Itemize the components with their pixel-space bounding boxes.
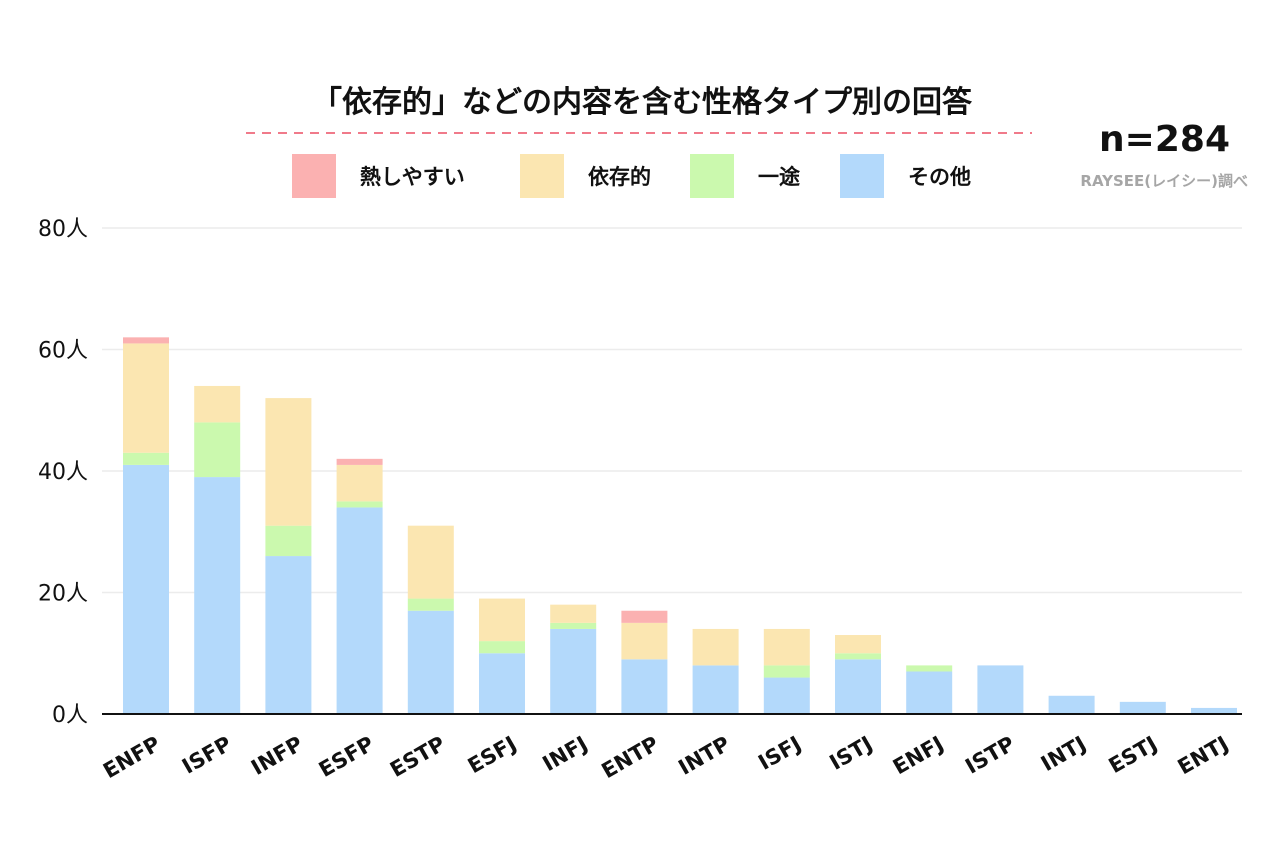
bar-stack-entj bbox=[1191, 707, 1237, 714]
legend-label: 熱しやすい bbox=[360, 165, 465, 189]
bar-stack-estp bbox=[407, 525, 454, 714]
bar-segment-estp-2 bbox=[407, 525, 454, 599]
bar-segment-enfp-1 bbox=[123, 452, 169, 465]
bar-segment-esfp-1 bbox=[336, 501, 383, 508]
bar-segment-infj-1 bbox=[550, 622, 597, 629]
bar-segment-isfj-2 bbox=[763, 628, 810, 666]
bar-stack-isfj bbox=[763, 628, 810, 714]
bar-segment-estj-0 bbox=[1119, 701, 1166, 714]
bar-stack-enfp bbox=[123, 337, 169, 714]
x-tick-label: ESTP bbox=[386, 732, 449, 782]
bar-segment-esfj-1 bbox=[479, 641, 525, 654]
bar-segment-enfp-0 bbox=[123, 464, 169, 714]
bar-segment-infp-2 bbox=[265, 398, 312, 526]
legend-swatch bbox=[292, 154, 336, 198]
bar-segment-infp-1 bbox=[265, 525, 312, 557]
bar-stack-istj bbox=[835, 635, 881, 714]
bars bbox=[123, 337, 1237, 714]
bar-segment-infj-2 bbox=[550, 604, 597, 623]
bar-segment-enfj-1 bbox=[906, 665, 953, 672]
x-tick-label: ENTP bbox=[598, 732, 663, 784]
x-axis: ENFP ISFP INFP ESFP ESTP ESFJ INFJ ENTP INTP ISFJ… bbox=[99, 732, 1232, 784]
bar-segment-isfj-1 bbox=[763, 665, 810, 678]
bar-segment-esfj-0 bbox=[479, 653, 525, 714]
legend-label: 依存的 bbox=[588, 165, 651, 189]
y-tick-label: 0人 bbox=[52, 703, 88, 728]
bar-segment-estp-1 bbox=[407, 598, 454, 611]
bar-stack-estj bbox=[1119, 701, 1166, 714]
bar-segment-esfj-2 bbox=[479, 598, 525, 642]
bar-segment-istp-0 bbox=[977, 665, 1024, 714]
bar-stack-esfp bbox=[336, 458, 383, 714]
y-axis: 0人 20人 40人 60人 80人 bbox=[38, 217, 88, 728]
bar-segment-intj-0 bbox=[1048, 695, 1095, 714]
x-tick-label: ESFP bbox=[315, 732, 378, 782]
bar-stack-infj bbox=[550, 604, 597, 714]
legend: 熱しやすい 依存的 一途 その他 bbox=[292, 154, 971, 198]
x-tick-label: ESTJ bbox=[1105, 732, 1162, 779]
bar-segment-infj-0 bbox=[550, 628, 597, 714]
bar-segment-isfp-0 bbox=[194, 477, 241, 714]
bar-segment-esfp-2 bbox=[336, 464, 383, 502]
x-tick-label: ISFJ bbox=[754, 732, 805, 775]
bar-segment-entp-3 bbox=[621, 610, 668, 623]
bar-segment-intp-2 bbox=[692, 628, 739, 666]
x-tick-label: INTP bbox=[674, 732, 734, 780]
bar-segment-esfp-3 bbox=[336, 458, 383, 465]
legend-swatch bbox=[840, 154, 884, 198]
bar-segment-istj-0 bbox=[835, 659, 881, 714]
y-tick-label: 60人 bbox=[38, 339, 88, 364]
x-tick-label: ISFP bbox=[178, 732, 236, 779]
bar-segment-enfj-0 bbox=[906, 671, 953, 714]
chart-title: 「依存的」などの内容を含む性格タイプ別の回答 bbox=[312, 85, 973, 120]
sample-size-label: n=284 bbox=[1099, 119, 1230, 160]
legend-label: その他 bbox=[908, 165, 971, 189]
bar-stack-entp bbox=[621, 610, 668, 714]
x-tick-label: ENFJ bbox=[889, 732, 948, 780]
y-tick-label: 40人 bbox=[38, 460, 88, 485]
bar-stack-enfj bbox=[906, 665, 953, 714]
bar-segment-istj-2 bbox=[835, 635, 881, 654]
bar-segment-esfp-0 bbox=[336, 507, 383, 714]
bar-segment-entp-2 bbox=[621, 622, 668, 660]
x-tick-label: ENTJ bbox=[1174, 732, 1233, 780]
x-tick-label: ISTJ bbox=[825, 732, 876, 775]
bar-stack-isfp bbox=[194, 385, 241, 714]
bar-segment-enfp-3 bbox=[123, 337, 169, 344]
bar-segment-istj-1 bbox=[835, 653, 881, 660]
source-label: RAYSEE(レイシー)調べ bbox=[1080, 172, 1248, 190]
bar-stack-istp bbox=[977, 665, 1024, 714]
x-tick-label: ESFJ bbox=[464, 732, 521, 779]
bar-segment-entp-0 bbox=[621, 659, 668, 714]
bar-stack-intj bbox=[1048, 695, 1095, 714]
bar-segment-enfp-2 bbox=[123, 343, 169, 453]
bar-stack-intp bbox=[692, 628, 739, 714]
x-tick-label: INTJ bbox=[1037, 732, 1090, 777]
bar-segment-estp-0 bbox=[407, 610, 454, 714]
legend-swatch bbox=[690, 154, 734, 198]
y-tick-label: 80人 bbox=[38, 217, 88, 242]
x-tick-label: ISTP bbox=[961, 732, 1019, 779]
bar-stack-infp bbox=[265, 398, 312, 714]
legend-label: 一途 bbox=[758, 165, 801, 189]
legend-swatch bbox=[520, 154, 564, 198]
x-tick-label: INFP bbox=[247, 732, 307, 780]
bar-segment-isfp-2 bbox=[194, 385, 241, 423]
x-tick-label: INFJ bbox=[539, 732, 592, 777]
bar-segment-infp-0 bbox=[265, 556, 312, 714]
bar-stack-esfj bbox=[479, 598, 525, 714]
y-tick-label: 20人 bbox=[38, 582, 88, 607]
bar-segment-entj-0 bbox=[1191, 707, 1237, 714]
bar-segment-isfp-1 bbox=[194, 422, 241, 478]
bar-segment-isfj-0 bbox=[763, 677, 810, 714]
bar-segment-intp-0 bbox=[692, 665, 739, 714]
x-tick-label: ENFP bbox=[99, 732, 164, 784]
